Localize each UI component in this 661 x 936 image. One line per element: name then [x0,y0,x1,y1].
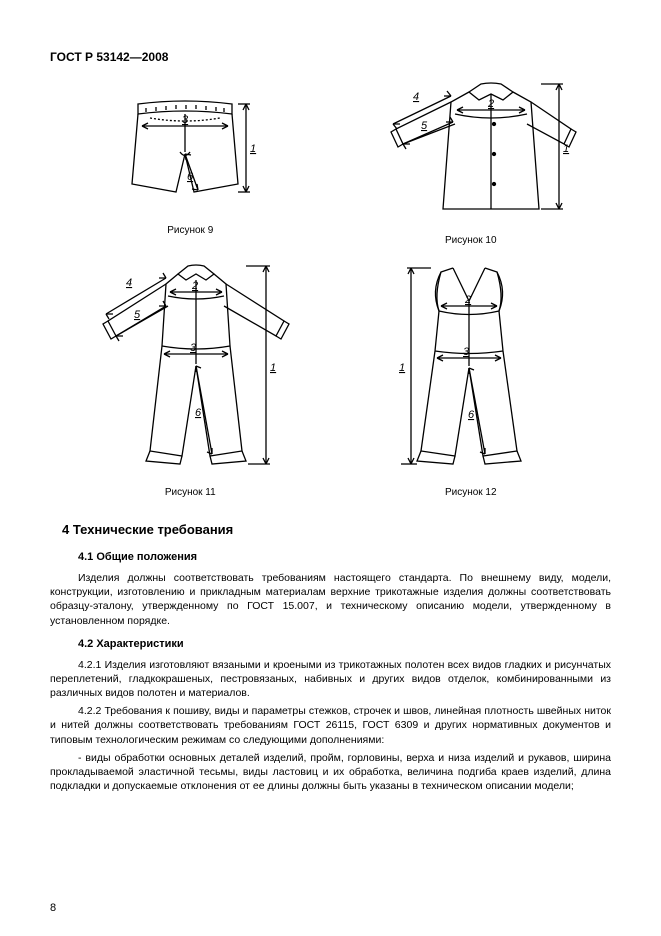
fig11-dim-3: 3 [190,342,197,354]
figure-12: 2 3 6 1 Рисунок 12 [331,256,612,498]
fig11-dim-1: 1 [270,362,276,374]
fig11-dim-4: 4 [126,277,132,289]
document-page: ГОСТ Р 53142—2008 [0,0,661,936]
fig10-dim-2: 2 [487,98,494,110]
para-4-2-2: 4.2.2 Требования к пошиву, виды и параме… [50,704,611,747]
para-4-2-1: 4.2.1 Изделия изготовляют вязаными и кро… [50,658,611,701]
figures-row-1: 3 6 1 Рисунок 9 [50,74,611,246]
fig10-dim-5: 5 [421,120,428,132]
fig11-dim-2: 2 [191,280,198,292]
fig10-dim-1: 1 [563,143,569,155]
figure-11: 4 5 2 3 6 1 Рисунок 11 [50,256,331,498]
fig9-dim-3: 3 [182,114,189,126]
para-4-2-2-a: - виды обработки основных деталей издели… [50,751,611,794]
fig11-svg: 4 5 2 3 6 1 [70,256,310,476]
figure-9: 3 6 1 Рисунок 9 [50,74,331,246]
fig11-dim-6: 6 [195,407,202,419]
fig12-dim-2: 2 [464,294,471,306]
fig12-dim-1: 1 [399,362,405,374]
fig11-caption: Рисунок 11 [50,487,331,498]
fig12-dim-6: 6 [468,409,475,421]
fig9-dim-1: 1 [250,143,256,155]
fig9-dim-6: 6 [187,171,194,183]
para-4-1: Изделия должны соответствовать требовани… [50,571,611,628]
fig10-caption: Рисунок 10 [331,235,612,246]
doc-header: ГОСТ Р 53142—2008 [50,50,611,64]
figures-row-2: 4 5 2 3 6 1 Рисунок 11 [50,256,611,498]
page-number: 8 [50,902,56,914]
fig12-caption: Рисунок 12 [331,487,612,498]
section-4-title: 4 Технические требования [62,522,611,537]
fig10-dim-4: 4 [413,91,419,103]
fig12-svg: 2 3 6 1 [361,256,581,476]
figure-10: 4 5 2 1 Рисунок 10 [331,74,612,246]
fig9-caption: Рисунок 9 [50,225,331,236]
fig10-svg: 4 5 2 1 [351,74,591,224]
fig9-svg: 3 6 1 [90,74,290,214]
subsection-4-1-title: 4.1 Общие положения [78,551,611,563]
fig12-dim-3: 3 [463,346,470,358]
fig11-dim-5: 5 [134,309,141,321]
subsection-4-2-title: 4.2 Характеристики [78,638,611,650]
